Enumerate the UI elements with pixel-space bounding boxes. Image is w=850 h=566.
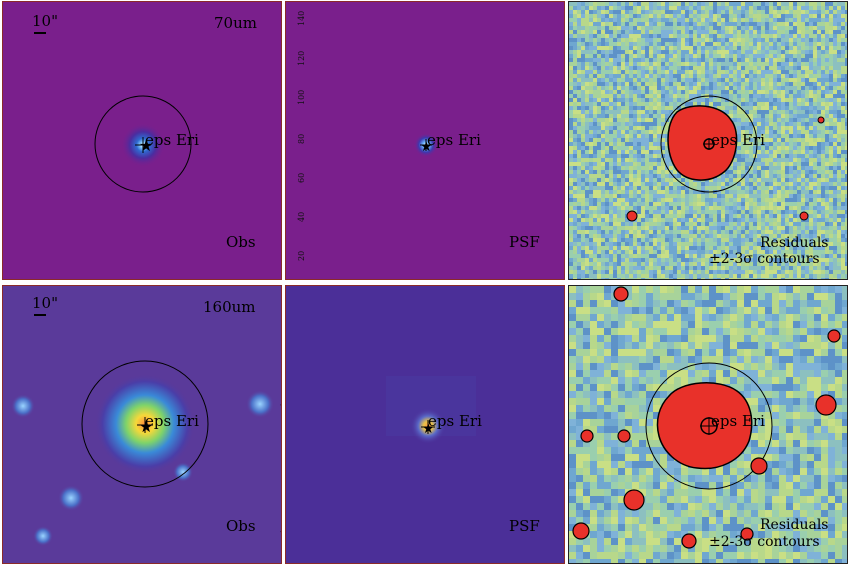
psf-label: PSF	[509, 233, 540, 251]
residual-blob	[667, 105, 738, 181]
residuals-160um-overlay	[572, 286, 841, 549]
target-label: eps Eri	[145, 412, 199, 430]
y-axis-ticks: 60 50 40 30 20 10	[280, 313, 282, 534]
residuals-title: Residuals	[760, 235, 829, 251]
band-label: 70um	[214, 14, 257, 32]
aperture-circle	[94, 95, 192, 193]
scale-bar-label: 10"	[32, 12, 58, 30]
residuals-160um-image	[569, 286, 847, 563]
aperture-circle	[81, 360, 209, 488]
obs-70um-panel: ★ 10" 70um eps Eri Obs	[2, 1, 282, 280]
psf-label: PSF	[509, 517, 540, 535]
obs-70um-image: ★	[34, 32, 192, 193]
obs-label: Obs	[226, 233, 256, 251]
residuals-70um-overlay	[626, 95, 825, 222]
residuals-contours-label: ±2-3σ contours	[709, 534, 820, 550]
residuals-contours-label: ±2-3σ contours	[709, 251, 820, 267]
obs-160um-image: ★	[11, 314, 274, 546]
scale-bar-label: 10"	[32, 294, 58, 312]
obs-160um-panel: ★ 10" 160um eps Eri Obs 60 50 40 30 20 1…	[2, 285, 282, 564]
psf-70um-panel: ★ eps Eri PSF 140 120 100 80 60 40 20	[285, 1, 565, 280]
target-label: eps Eri	[428, 412, 482, 430]
target-label: eps Eri	[711, 131, 765, 149]
band-label: 160um	[203, 298, 256, 316]
psf-70um-image: ★	[414, 133, 438, 157]
psf-160um-image: ★	[386, 376, 476, 444]
aperture-circle	[660, 95, 758, 193]
psf-160um-panel: ★ eps Eri PSF	[285, 285, 565, 564]
residuals-70um-panel: eps Eri Residuals ±2-3σ contours	[568, 1, 848, 280]
obs-label: Obs	[226, 517, 256, 535]
star-marker-icon: ★	[139, 417, 153, 436]
target-label: eps Eri	[427, 131, 481, 149]
target-label: eps Eri	[711, 412, 765, 430]
target-label: eps Eri	[145, 131, 199, 149]
residuals-160um-panel: eps Eri Residuals ±2-3σ contours	[568, 285, 848, 564]
residuals-title: Residuals	[760, 517, 829, 533]
aperture-circle	[645, 362, 773, 490]
residuals-70um-image	[569, 2, 847, 279]
y-axis-ticks: 140 120 100 80 60 40 20	[297, 10, 306, 261]
